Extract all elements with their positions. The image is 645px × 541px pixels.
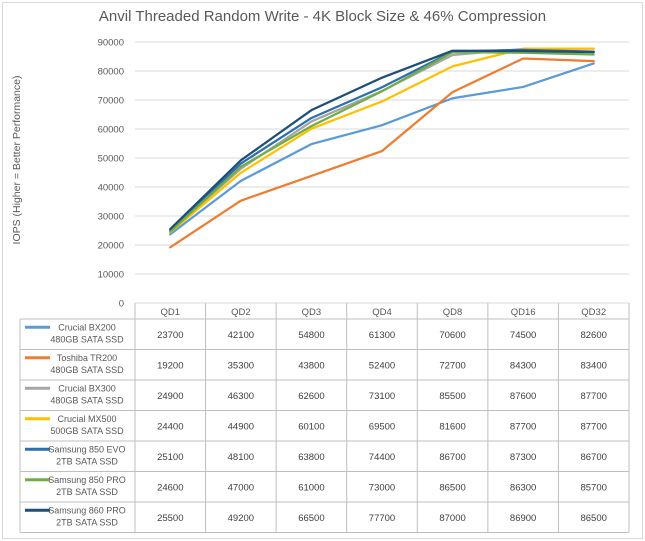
data-label: 52400 bbox=[369, 360, 395, 371]
y-tick-label: 70000 bbox=[98, 96, 124, 107]
data-label: 60100 bbox=[298, 421, 324, 432]
legend-label: Samsung 850 EVO bbox=[48, 444, 125, 454]
series-line bbox=[169, 62, 595, 236]
legend-label-sub: 2TB SATA SSD bbox=[56, 517, 118, 527]
legend-label: Toshiba TR200 bbox=[57, 353, 117, 363]
series-line bbox=[169, 49, 595, 231]
legend-label: Samsung 850 PRO bbox=[48, 475, 126, 485]
x-tick-label: QD1 bbox=[161, 307, 181, 318]
data-label: 86700 bbox=[580, 452, 606, 463]
data-label: 24400 bbox=[157, 421, 183, 432]
y-tick-label: 10000 bbox=[98, 270, 124, 281]
data-label: 81600 bbox=[439, 421, 465, 432]
data-label: 74400 bbox=[369, 452, 395, 463]
x-tick-label: QD8 bbox=[443, 307, 463, 318]
data-label: 35300 bbox=[228, 360, 254, 371]
legend-label-sub: 2TB SATA SSD bbox=[56, 456, 118, 466]
data-label: 23700 bbox=[157, 330, 183, 341]
data-label: 74500 bbox=[510, 330, 536, 341]
data-label: 73000 bbox=[369, 482, 395, 493]
y-tick-label: 30000 bbox=[98, 212, 124, 223]
data-label: 87600 bbox=[510, 391, 536, 402]
y-tick-label: 20000 bbox=[98, 241, 124, 252]
legend-label-sub: 480GB SATA SSD bbox=[50, 395, 124, 405]
data-label: 84300 bbox=[510, 360, 536, 371]
data-label: 87700 bbox=[580, 391, 606, 402]
chart-title: Anvil Threaded Random Write - 4K Block S… bbox=[98, 8, 547, 25]
data-label: 85700 bbox=[580, 482, 606, 493]
y-tick-label: 80000 bbox=[98, 67, 124, 78]
gridlines bbox=[135, 41, 629, 304]
y-tick-label: 90000 bbox=[98, 38, 124, 49]
legend-label: Crucial MX500 bbox=[57, 414, 116, 424]
data-label: 43800 bbox=[298, 360, 324, 371]
x-tick-label: QD3 bbox=[302, 307, 322, 318]
y-tick-label: 0 bbox=[119, 299, 124, 310]
data-table: QD1 QD2 QD3 QD4 QD8 QD16 QD32 Crucial BX200 480G… bbox=[19, 303, 630, 533]
series-line bbox=[169, 47, 595, 232]
data-label: 24600 bbox=[157, 482, 183, 493]
data-label: 61000 bbox=[298, 482, 324, 493]
series-line bbox=[169, 48, 595, 232]
y-tick-label: 50000 bbox=[98, 154, 124, 165]
data-label: 48100 bbox=[228, 452, 254, 463]
data-label: 72700 bbox=[439, 360, 465, 371]
data-label: 46300 bbox=[228, 391, 254, 402]
x-tick-label: QD16 bbox=[511, 307, 536, 318]
y-tick-label: 60000 bbox=[98, 125, 124, 136]
data-label: 70600 bbox=[439, 330, 465, 341]
data-label: 49200 bbox=[228, 513, 254, 524]
legend-label-sub: 480GB SATA SSD bbox=[50, 365, 124, 375]
data-label: 69500 bbox=[369, 421, 395, 432]
legend-label: Crucial BX200 bbox=[58, 322, 116, 332]
series-line bbox=[169, 51, 595, 233]
data-label: 25500 bbox=[157, 513, 183, 524]
legend-label-sub: 480GB SATA SSD bbox=[50, 334, 124, 344]
data-label: 62600 bbox=[298, 391, 324, 402]
series-line bbox=[169, 47, 595, 234]
data-label: 87000 bbox=[439, 513, 465, 524]
data-label: 86700 bbox=[439, 452, 465, 463]
data-label: 66500 bbox=[298, 513, 324, 524]
data-label: 54800 bbox=[298, 330, 324, 341]
x-tick-label: QD4 bbox=[372, 307, 392, 318]
data-label: 42100 bbox=[228, 330, 254, 341]
data-label: 24900 bbox=[157, 391, 183, 402]
series-line bbox=[169, 57, 595, 249]
x-tick-label: QD2 bbox=[231, 307, 251, 318]
y-tick-labels: 0 10000 20000 30000 40000 50000 60000 70000 8000… bbox=[98, 38, 124, 310]
series-lines bbox=[169, 47, 595, 249]
data-label: 85500 bbox=[439, 391, 465, 402]
data-label: 86500 bbox=[580, 513, 606, 524]
data-label: 82600 bbox=[580, 330, 606, 341]
data-label: 61300 bbox=[369, 330, 395, 341]
data-label: 73100 bbox=[369, 391, 395, 402]
legend-label-sub: 500GB SATA SSD bbox=[50, 426, 124, 436]
data-label: 86900 bbox=[510, 513, 536, 524]
y-tick-label: 40000 bbox=[98, 183, 124, 194]
data-label: 86500 bbox=[439, 482, 465, 493]
legend-label: Crucial BX300 bbox=[58, 383, 116, 393]
data-label: 77700 bbox=[369, 513, 395, 524]
legend-label: Samsung 860 PRO bbox=[48, 505, 126, 515]
legend-label-sub: 2TB SATA SSD bbox=[56, 487, 118, 497]
x-tick-label: QD32 bbox=[581, 307, 606, 318]
data-label: 47000 bbox=[228, 482, 254, 493]
data-label: 87300 bbox=[510, 452, 536, 463]
data-label: 86300 bbox=[510, 482, 536, 493]
data-label: 25100 bbox=[157, 452, 183, 463]
data-label: 83400 bbox=[580, 360, 606, 371]
data-label: 87700 bbox=[580, 421, 606, 432]
data-label: 63800 bbox=[298, 452, 324, 463]
data-label: 19200 bbox=[157, 360, 183, 371]
data-label: 87700 bbox=[510, 421, 536, 432]
data-label: 44900 bbox=[228, 421, 254, 432]
